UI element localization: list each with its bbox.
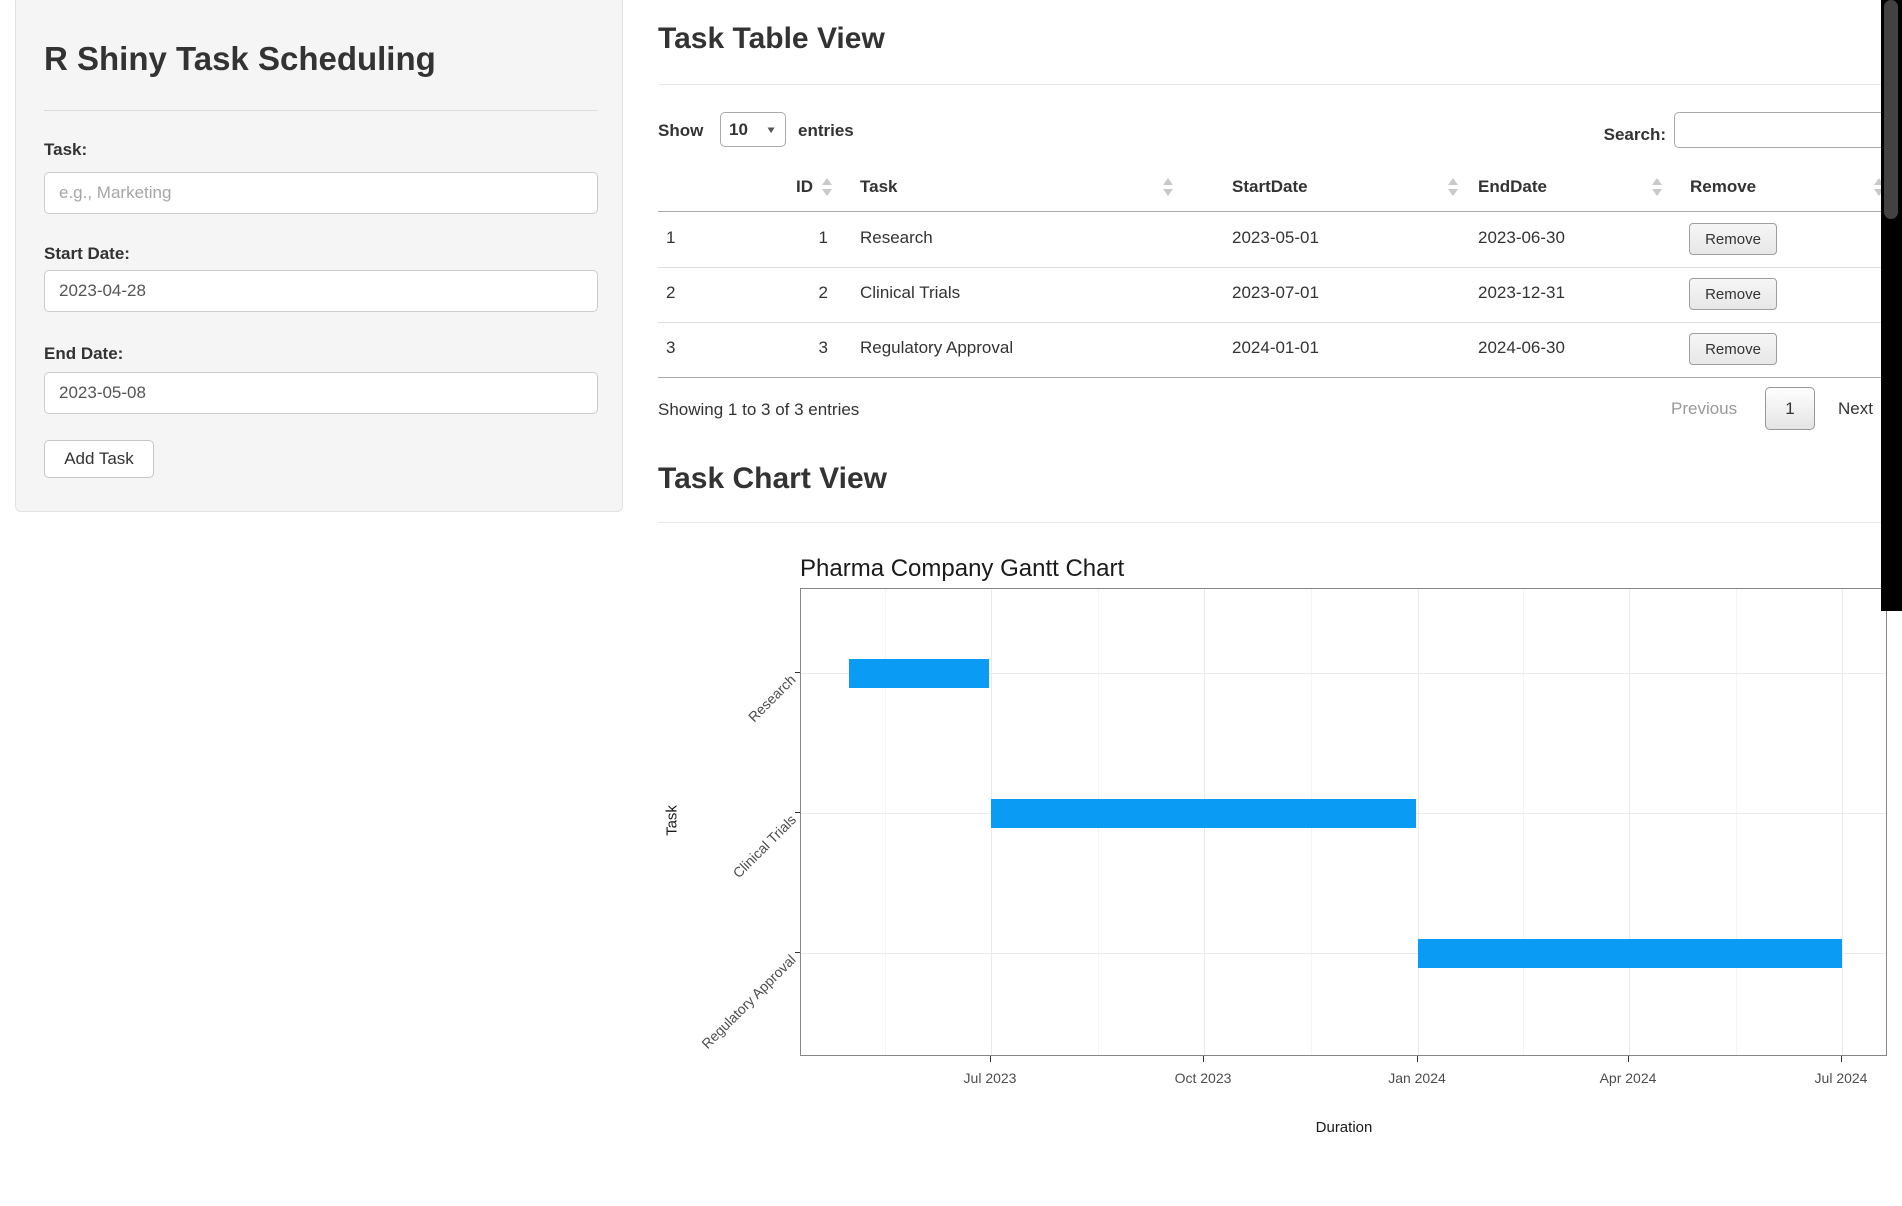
sidebar-panel	[15, 0, 623, 512]
section-divider-2	[658, 522, 1902, 523]
gantt-bar-3	[1418, 939, 1842, 968]
sort-asc-icon	[1163, 178, 1173, 185]
table-row: 3 3 Regulatory Approval 2024-01-01 2024-06-3…	[658, 322, 1902, 378]
sort-desc-icon	[1652, 189, 1662, 196]
id-cell: 1	[818, 228, 828, 247]
page-length-select[interactable]: 10 ▼	[720, 112, 786, 147]
gridline-minor	[1736, 589, 1737, 1055]
gridline-minor	[1523, 589, 1524, 1055]
start-date-cell: 2023-07-01	[1232, 283, 1319, 302]
sort-desc-icon	[1163, 189, 1173, 196]
x-tick-mark	[1203, 1056, 1204, 1062]
chart-view-heading: Task Chart View	[658, 462, 887, 495]
chart-title: Pharma Company Gantt Chart	[800, 555, 1125, 582]
table-info: Showing 1 to 3 of 3 entries	[658, 400, 860, 419]
row-name-cell: 1	[666, 228, 676, 247]
y-tick-label: Research	[744, 671, 799, 726]
task-input[interactable]	[44, 172, 598, 214]
x-tick-mark	[1628, 1056, 1629, 1062]
id-cell: 2	[818, 283, 828, 302]
end-date-cell: 2023-06-30	[1478, 228, 1565, 247]
x-tick-label: Jul 2024	[1814, 1070, 1868, 1086]
next-page-button[interactable]: Next	[1838, 399, 1873, 418]
page-number-button[interactable]: 1	[1765, 387, 1815, 430]
table-header-row: ID Task StartDate EndDate Remove	[658, 165, 1902, 212]
gridline-major	[1418, 589, 1419, 1055]
start-date-cell: 2024-01-01	[1232, 338, 1319, 357]
gridline-major	[1842, 589, 1843, 1055]
start-date-cell: 2023-05-01	[1232, 228, 1319, 247]
row-name-cell: 2	[666, 283, 676, 302]
gantt-bar-1	[849, 659, 989, 688]
task-cell: Regulatory Approval	[860, 338, 1014, 357]
search-input[interactable]	[1674, 112, 1900, 148]
remove-button[interactable]: Remove	[1689, 333, 1777, 365]
sort-arrows-icon[interactable]	[1652, 176, 1662, 198]
sort-arrows-icon[interactable]	[1163, 176, 1173, 198]
task-label: Task:	[44, 140, 88, 159]
remove-button[interactable]: Remove	[1689, 278, 1777, 310]
end-date-cell: 2024-06-30	[1478, 338, 1565, 357]
start-date-label: Start Date:	[44, 244, 130, 263]
column-header-id[interactable]: ID	[796, 177, 813, 196]
add-task-button[interactable]: Add Task	[44, 440, 154, 478]
x-tick-label: Oct 2023	[1174, 1070, 1232, 1086]
y-tick-mark	[795, 952, 800, 953]
y-tick-label: Regulatory Approval	[698, 951, 799, 1052]
sort-desc-icon	[1874, 189, 1884, 196]
start-date-input[interactable]	[44, 270, 598, 312]
end-date-label: End Date:	[44, 344, 124, 363]
x-tick-mark	[990, 1056, 991, 1062]
gridline-minor	[885, 589, 886, 1055]
scrollbar-thumb[interactable]	[1884, 0, 1898, 219]
y-tick-label: Clinical Trials	[729, 811, 799, 881]
sort-asc-icon	[1652, 178, 1662, 185]
entries-label: entries	[798, 121, 854, 140]
row-name-cell: 3	[666, 338, 676, 357]
chevron-down-icon: ▼	[765, 123, 777, 136]
section-divider	[658, 84, 1902, 85]
x-axis-label: Duration	[1315, 1119, 1373, 1136]
table-row: 2 2 Clinical Trials 2023-07-01 2023-12-31 Rem…	[658, 267, 1902, 323]
end-date-cell: 2023-12-31	[1478, 283, 1565, 302]
sidebar-divider	[44, 110, 598, 111]
x-tick-label: Jul 2023	[963, 1070, 1017, 1086]
task-cell: Clinical Trials	[860, 283, 961, 302]
page-length-value: 10	[729, 119, 748, 139]
app-title: R Shiny Task Scheduling	[44, 40, 436, 77]
x-tick-mark	[1417, 1056, 1418, 1062]
y-tick-mark	[795, 812, 800, 813]
column-header-task[interactable]: Task	[860, 177, 898, 196]
x-tick-label: Jan 2024	[1388, 1070, 1446, 1086]
gridline-horizontal	[801, 953, 1886, 954]
table-row: 1 1 Research 2023-05-01 2023-06-30 Remove	[658, 212, 1902, 268]
sort-asc-icon	[1874, 178, 1884, 185]
sort-arrows-icon[interactable]	[822, 176, 832, 198]
y-tick-mark	[795, 672, 800, 673]
x-tick-label: Apr 2024	[1599, 1070, 1657, 1086]
sort-arrows-icon[interactable]	[1874, 176, 1884, 198]
column-header-startdate[interactable]: StartDate	[1232, 177, 1308, 196]
x-tick-mark	[1841, 1056, 1842, 1062]
sort-desc-icon	[1448, 189, 1458, 196]
table-view-heading: Task Table View	[658, 22, 885, 55]
id-cell: 3	[818, 338, 828, 357]
remove-button[interactable]: Remove	[1689, 223, 1777, 255]
sort-desc-icon	[822, 189, 832, 196]
sort-asc-icon	[822, 178, 832, 185]
sort-arrows-icon[interactable]	[1448, 176, 1458, 198]
chart-panel	[800, 588, 1887, 1056]
column-header-enddate[interactable]: EndDate	[1478, 177, 1547, 196]
column-header-remove[interactable]: Remove	[1690, 177, 1757, 196]
y-axis-label: Task	[663, 805, 681, 836]
end-date-input[interactable]	[44, 372, 598, 414]
search-label: Search:	[1603, 125, 1666, 144]
previous-page-button[interactable]: Previous	[1671, 399, 1738, 418]
show-label: Show	[658, 121, 704, 140]
gantt-bar-2	[991, 799, 1416, 828]
gridline-horizontal	[801, 673, 1886, 674]
sort-asc-icon	[1448, 178, 1458, 185]
gridline-major	[1629, 589, 1630, 1055]
task-cell: Research	[860, 228, 933, 247]
